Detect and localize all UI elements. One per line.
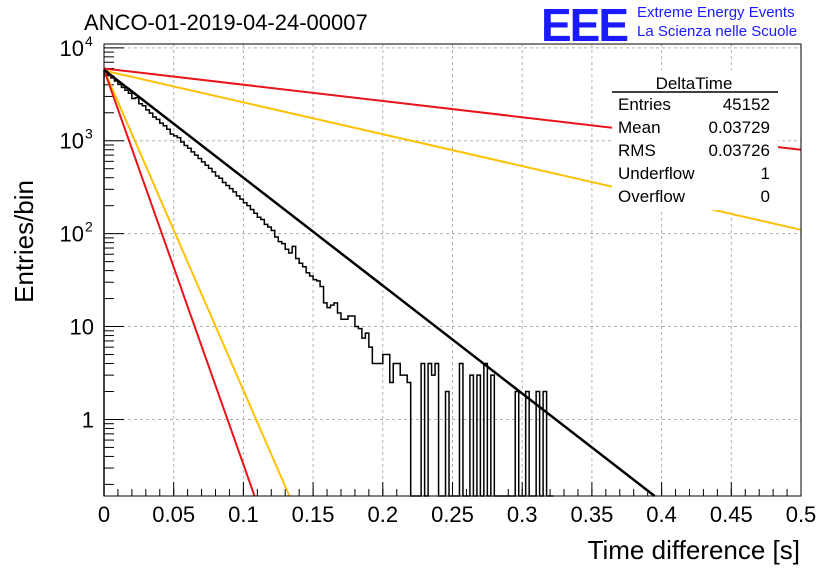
x-tick-label: 0.45	[710, 502, 753, 527]
x-tick-label: 0	[98, 502, 110, 527]
x-tick-label: 0.3	[507, 502, 538, 527]
stats-title: DeltaTime	[656, 74, 733, 93]
y-tick-exponent: 3	[85, 126, 93, 142]
fit-line	[103, 68, 656, 497]
x-tick-label: 0.15	[292, 502, 335, 527]
x-tick-label: 0.05	[152, 502, 195, 527]
stats-label-overflow: Overflow	[618, 187, 686, 206]
stats-label-rms: RMS	[618, 141, 656, 160]
x-tick-label: 0.1	[228, 502, 259, 527]
histogram-outline	[103, 70, 554, 497]
exponential-fit	[103, 68, 656, 497]
y-axis-label: Entries/bin	[9, 180, 39, 303]
y-tick-label: 10	[60, 129, 84, 154]
reference-curve-orange	[103, 69, 291, 497]
stats-box: DeltaTime Entries 45152 Mean 0.03729 RMS…	[612, 70, 778, 210]
x-axis-label: Time difference [s]	[588, 535, 800, 565]
x-tick-label: 0.35	[570, 502, 613, 527]
logo-line-2: La Scienza nelle Scuole	[637, 23, 798, 40]
eee-logo: EEE	[541, 0, 629, 51]
y-tick-exponent: 2	[85, 219, 93, 235]
stats-label-mean: Mean	[618, 118, 661, 137]
x-tick-label: 0.25	[431, 502, 474, 527]
stats-label-entries: Entries	[618, 95, 671, 114]
y-tick-exponent: 4	[85, 33, 93, 49]
x-tick-label: 0.5	[786, 502, 817, 527]
plot-frame	[103, 43, 802, 497]
x-tick-label: 0.4	[646, 502, 677, 527]
stats-value-entries: 45152	[723, 95, 770, 114]
reference-curve-red	[103, 69, 256, 497]
x-tick-label: 0.2	[368, 502, 399, 527]
stats-value-rms: 0.03726	[709, 141, 770, 160]
stats-value-mean: 0.03729	[709, 118, 770, 137]
x-tick-labels: 0 0.05 0.1 0.15 0.2 0.25 0.3 0.35 0.4 0.45 0.5	[98, 502, 816, 527]
y-tick-label: 10	[70, 315, 94, 340]
stats-label-underflow: Underflow	[618, 164, 695, 183]
y-tick-label: 10	[60, 222, 84, 247]
histogram	[103, 70, 554, 497]
chart-title: ANCO-01-2019-04-24-00007	[84, 10, 368, 35]
logo-line-1: Extreme Energy Events	[637, 4, 795, 21]
stats-value-underflow: 1	[761, 164, 770, 183]
stats-value-overflow: 0	[761, 187, 770, 206]
grid	[104, 44, 801, 496]
y-tick-label: 1	[82, 407, 94, 432]
y-tick-label: 10	[60, 36, 84, 61]
